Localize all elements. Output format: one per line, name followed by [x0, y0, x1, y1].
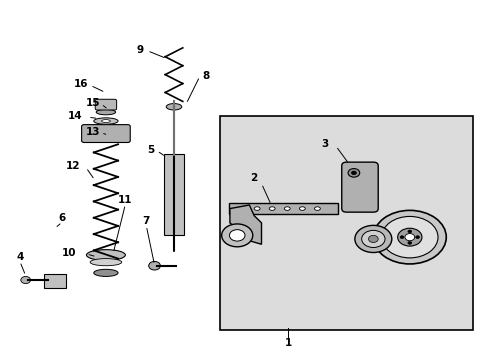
Circle shape [407, 242, 411, 244]
FancyBboxPatch shape [43, 274, 66, 288]
Circle shape [347, 168, 359, 177]
Ellipse shape [86, 249, 125, 260]
Circle shape [415, 236, 419, 239]
Text: 13: 13 [85, 127, 100, 137]
Circle shape [148, 261, 160, 270]
Circle shape [361, 230, 384, 248]
Circle shape [221, 224, 252, 247]
Text: 14: 14 [68, 111, 82, 121]
Text: 10: 10 [62, 248, 77, 258]
Circle shape [407, 230, 411, 233]
FancyBboxPatch shape [228, 203, 337, 214]
Circle shape [404, 234, 414, 241]
Text: 15: 15 [85, 98, 100, 108]
Circle shape [21, 276, 30, 284]
Circle shape [399, 236, 403, 239]
Text: 1: 1 [284, 338, 291, 347]
FancyBboxPatch shape [81, 125, 130, 143]
Ellipse shape [90, 258, 122, 266]
Ellipse shape [284, 207, 289, 210]
Text: 7: 7 [142, 216, 150, 226]
Ellipse shape [239, 207, 244, 210]
Circle shape [229, 230, 244, 241]
Ellipse shape [269, 207, 275, 210]
Text: 3: 3 [321, 139, 327, 149]
Ellipse shape [254, 207, 260, 210]
Text: 5: 5 [147, 145, 155, 155]
Text: 4: 4 [16, 252, 23, 262]
Circle shape [397, 228, 421, 246]
Text: 6: 6 [59, 212, 66, 222]
Circle shape [351, 171, 356, 175]
Ellipse shape [94, 269, 118, 276]
Ellipse shape [102, 120, 110, 122]
FancyBboxPatch shape [95, 99, 116, 110]
Text: 16: 16 [73, 78, 88, 89]
FancyBboxPatch shape [341, 162, 377, 212]
Circle shape [372, 210, 446, 264]
Text: 8: 8 [202, 71, 209, 81]
Ellipse shape [94, 118, 118, 124]
Text: 11: 11 [118, 195, 132, 204]
Ellipse shape [166, 104, 182, 110]
Text: 2: 2 [250, 173, 257, 183]
Ellipse shape [314, 207, 320, 210]
Ellipse shape [299, 207, 305, 210]
Circle shape [354, 225, 391, 252]
FancyBboxPatch shape [220, 116, 472, 330]
Circle shape [368, 235, 377, 243]
Ellipse shape [96, 109, 116, 115]
Circle shape [381, 216, 437, 258]
Text: 12: 12 [66, 161, 81, 171]
Text: 9: 9 [136, 45, 143, 55]
Polygon shape [229, 205, 261, 244]
FancyBboxPatch shape [163, 154, 184, 235]
